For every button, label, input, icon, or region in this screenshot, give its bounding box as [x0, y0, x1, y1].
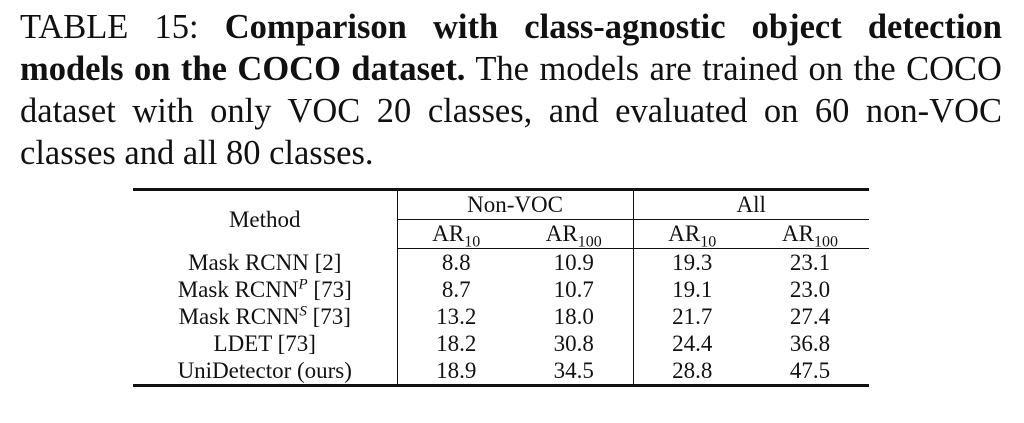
column-base: AR	[782, 221, 814, 246]
method-name: Mask RCNN [2]	[188, 249, 342, 275]
value-cell: 28.8	[672, 358, 713, 383]
method-name: LDET [73]	[213, 331, 316, 356]
value-cell: 24.4	[672, 331, 713, 356]
method-cell: Mask RCNN [2]	[133, 248, 398, 276]
value-cell: 30.8	[515, 330, 634, 357]
value-cell: 47.5	[789, 358, 831, 383]
value-cell: 21.7	[672, 304, 713, 329]
method-cell: Mask RCNNS [73]	[133, 303, 398, 330]
value-cell: 23.0	[789, 277, 831, 302]
caption-bold: Comparison with class-agnostic object de…	[20, 8, 1002, 88]
caption-label: TABLE 15:	[20, 8, 199, 46]
column-header: AR100	[751, 219, 869, 251]
method-cell: UniDetector (ours)	[133, 357, 398, 386]
method-name: Mask RCNN	[177, 277, 299, 302]
method-name: Mask RCNN	[178, 304, 300, 329]
method-ref: [73]	[312, 304, 351, 329]
method-sup: S	[299, 303, 307, 320]
column-sub: 100	[813, 233, 838, 251]
group-header: All	[633, 189, 869, 220]
value-cell: 27.4	[789, 304, 831, 329]
table-row: LDET [73] 18.2 30.8 24.4 36.8	[133, 330, 869, 357]
caption-text: The models are trained on the COCO datas…	[20, 50, 1002, 172]
value-cell: 36.8	[789, 331, 831, 356]
column-base: AR	[545, 221, 578, 246]
column-header: AR10	[397, 219, 515, 251]
column-base: AR	[668, 221, 701, 246]
header-cell: Method	[133, 189, 398, 249]
value-cell: 13.2	[436, 304, 477, 329]
method-ref: [73]	[313, 277, 352, 302]
value-cell: 18.9	[436, 358, 477, 383]
group-header: Non-VOC	[397, 189, 634, 220]
method-name: UniDetector (ours)	[177, 358, 352, 383]
header-row: Method Non-VOC All	[133, 189, 869, 249]
results-table: Method Non-VOC All AR10 AR100 AR10 AR100 Mask …	[133, 188, 869, 387]
value-cell: 8.7	[441, 277, 471, 302]
column-base: AR	[432, 221, 465, 246]
column-header: AR100	[515, 219, 634, 251]
table-row: Mask RCNN [2] 8.8 10.9 19.3 23.1	[133, 248, 869, 276]
value-cell: 10.7	[515, 276, 634, 303]
value-cell: 19.3	[672, 250, 713, 275]
table-row: Mask RCNNS [73] 13.2 18.0 21.7 27.4	[133, 303, 869, 330]
column-sub: 10	[700, 233, 717, 251]
table-row: Mask RCNNP [73] 8.7 10.7 19.1 23.0	[133, 276, 869, 303]
value-cell: 18.0	[515, 303, 634, 330]
caption: TABLE 15: Comparison with class-agnostic…	[20, 6, 1002, 174]
value-cell: 34.5	[515, 357, 634, 386]
header-row: AR10 AR100 AR10 AR100	[133, 219, 869, 251]
value-cell: 19.1	[672, 277, 713, 302]
method-cell: LDET [73]	[133, 330, 398, 357]
value-cell: 10.9	[515, 248, 634, 276]
column-sub: 100	[577, 233, 602, 251]
method-sup: P	[298, 276, 308, 293]
method-cell: Mask RCNNP [73]	[133, 276, 398, 303]
table-row: UniDetector (ours) 18.9 34.5 28.8 47.5	[133, 357, 869, 386]
value-cell: 8.8	[441, 250, 471, 275]
value-cell: 23.1	[789, 250, 831, 275]
value-cell: 18.2	[436, 331, 477, 356]
column-sub: 10	[464, 233, 481, 251]
column-header: AR10	[633, 219, 751, 251]
